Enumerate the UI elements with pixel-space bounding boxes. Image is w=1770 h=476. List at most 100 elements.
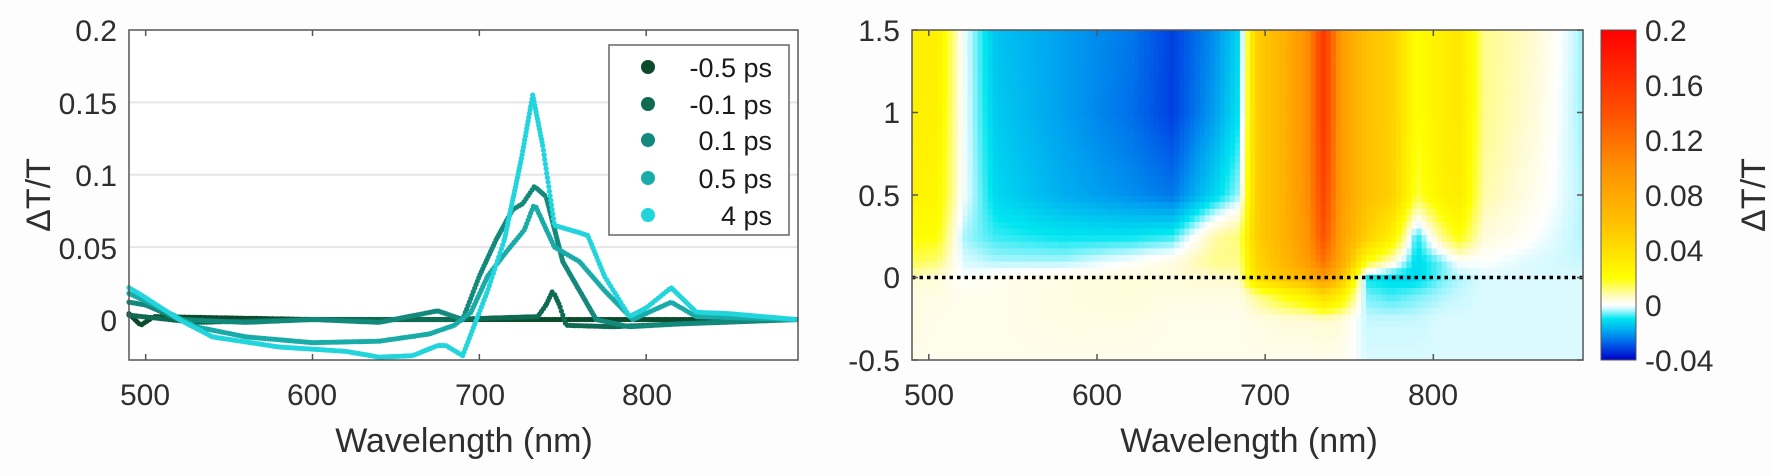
heatmap-cell xyxy=(1245,261,1251,269)
heatmap-cell xyxy=(1219,313,1226,321)
heatmap-cell xyxy=(1149,195,1155,203)
heatmap-cell xyxy=(1058,181,1064,189)
heatmap-cell xyxy=(1209,122,1216,130)
heatmap-cell xyxy=(957,109,963,117)
heatmap-cell xyxy=(992,135,999,143)
heatmap-cell xyxy=(1219,36,1226,44)
heatmap-cell xyxy=(1179,89,1185,97)
heatmap-cell xyxy=(952,234,958,242)
heatmap-cell xyxy=(1002,346,1009,354)
heatmap-cell xyxy=(1204,333,1211,341)
heatmap-cell xyxy=(1078,307,1085,315)
heatmap-cell xyxy=(987,320,994,328)
heatmap-cell xyxy=(1023,280,1029,288)
heatmap-cell xyxy=(922,63,928,71)
heatmap-cell xyxy=(1128,82,1135,90)
heatmap-cell xyxy=(967,82,974,90)
heatmap-cell xyxy=(1063,69,1069,77)
heatmap-cell xyxy=(927,254,933,262)
heatmap-cell xyxy=(1169,320,1175,328)
heatmap-cell xyxy=(917,30,923,38)
heatmap-cell xyxy=(1048,109,1054,117)
heatmap-cell xyxy=(1038,102,1044,110)
heatmap-cell xyxy=(912,346,918,354)
heatmap-cell xyxy=(992,181,999,189)
heatmap-cell xyxy=(1128,102,1135,110)
heatmap-cell xyxy=(1078,313,1085,321)
heatmap-cell xyxy=(1245,69,1251,77)
heatmap-cell xyxy=(1012,261,1019,269)
heatmap-cell xyxy=(1255,148,1261,156)
heatmap-cell xyxy=(1199,175,1206,183)
heatmap-cell xyxy=(917,313,923,321)
heatmap-cell xyxy=(1250,43,1256,51)
heatmap-cell xyxy=(1189,181,1196,189)
heatmap-cell xyxy=(1002,82,1009,90)
heatmap-cell xyxy=(1093,122,1100,130)
heatmap-cell xyxy=(1250,228,1256,236)
heatmap-cell xyxy=(1043,102,1049,110)
heatmap-cell xyxy=(1194,201,1201,209)
heatmap-cell xyxy=(1038,43,1044,51)
heatmap-cell xyxy=(942,63,948,71)
heatmap-cell xyxy=(1134,221,1140,229)
heatmap-cell xyxy=(1073,201,1079,209)
heatmap-cell xyxy=(1048,30,1054,38)
heatmap-cell xyxy=(1073,228,1079,236)
heatmap-cell xyxy=(1159,43,1165,51)
heatmap-cell xyxy=(912,49,918,57)
heatmap-cell xyxy=(922,267,928,275)
heatmap-cell xyxy=(1007,267,1014,275)
heatmap-cell xyxy=(1053,129,1059,137)
heatmap-cell xyxy=(1098,49,1105,57)
heatmap-cell xyxy=(1068,162,1074,170)
heatmap-cell xyxy=(1058,109,1064,117)
heatmap-cell xyxy=(987,300,994,308)
heatmap-cell xyxy=(1033,49,1039,57)
heatmap-cell xyxy=(1134,214,1140,222)
heatmap-cell xyxy=(917,254,923,262)
heatmap-cell xyxy=(937,300,943,308)
heatmap-cell xyxy=(1043,195,1049,203)
heatmap-cell xyxy=(1012,155,1019,163)
heatmap-cell xyxy=(982,135,989,143)
heatmap-cell xyxy=(1058,142,1064,150)
heatmap-cell xyxy=(1098,30,1105,38)
heatmap-cell xyxy=(1007,287,1014,295)
heatmap-cell xyxy=(1214,148,1221,156)
heatmap-cell xyxy=(1214,280,1221,288)
heatmap-cell xyxy=(992,188,999,196)
heatmap-cell xyxy=(1164,162,1170,170)
heatmap-cell xyxy=(1184,49,1190,57)
heatmap-cell xyxy=(952,135,958,143)
heatmap-cell xyxy=(1184,148,1190,156)
heatmap-cell xyxy=(1033,63,1039,71)
heatmap-cell xyxy=(1149,82,1155,90)
heatmap-cell xyxy=(1144,89,1150,97)
heatmap-cell xyxy=(1179,294,1185,302)
heatmap-cell xyxy=(1260,234,1266,242)
heatmap-cell xyxy=(1088,214,1095,222)
heatmap-cell xyxy=(987,82,994,90)
heatmap-cell xyxy=(1017,300,1024,308)
heatmap-cell xyxy=(1204,69,1211,77)
heatmap-cell xyxy=(1002,320,1009,328)
heatmap-cell xyxy=(1199,76,1206,84)
heatmap-cell xyxy=(1098,69,1105,77)
legend-marker xyxy=(641,171,655,185)
heatmap-cell xyxy=(1103,122,1110,130)
heatmap-cell xyxy=(1209,142,1216,150)
heatmap-cell xyxy=(1209,109,1216,117)
heatmap-cell xyxy=(952,313,958,321)
heatmap-cell xyxy=(1229,234,1236,242)
heatmap-cell xyxy=(927,36,933,44)
heatmap-cell xyxy=(1028,280,1034,288)
heatmap-cell xyxy=(1113,56,1120,64)
heatmap-cell xyxy=(1113,148,1120,156)
heatmap-cell xyxy=(1134,122,1140,130)
heatmap-cell xyxy=(1219,115,1226,123)
heatmap-cell xyxy=(937,228,943,236)
heatmap-cell xyxy=(1169,102,1175,110)
heatmap-cell xyxy=(1229,43,1236,51)
heatmap-cell xyxy=(1184,267,1190,275)
